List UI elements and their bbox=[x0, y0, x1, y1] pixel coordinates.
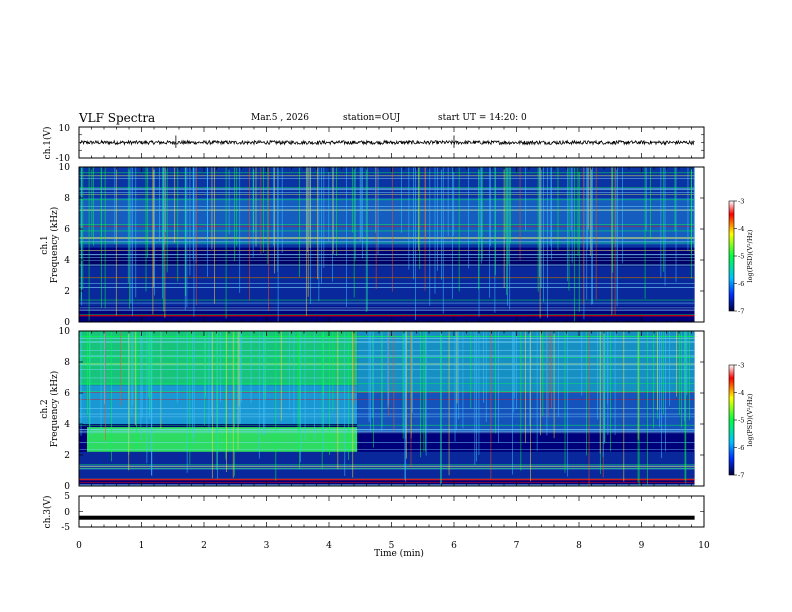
freq-tick-label: 6 bbox=[64, 225, 70, 235]
spec-band bbox=[79, 451, 695, 479]
ch1-colorbar-gradient bbox=[728, 200, 735, 312]
colorbar-tick-label: -3 bbox=[738, 362, 744, 370]
ch2-spectrogram-image bbox=[79, 331, 704, 487]
ch1-waveform-panel: 10 -10 ch.1(V) bbox=[42, 124, 705, 164]
time-tick-label: 6 bbox=[451, 541, 457, 551]
ch3-waveform-ticks bbox=[78, 495, 705, 528]
time-tick-label: 7 bbox=[514, 541, 520, 551]
spec-no-data bbox=[694, 167, 704, 322]
ch3-ytick-bottom: -5 bbox=[61, 523, 70, 533]
time-tick-label: 2 bbox=[201, 541, 207, 551]
time-tick-label: 3 bbox=[264, 541, 270, 551]
ch1-colorbar-label: log(PSD)(V²/Hz) bbox=[746, 229, 754, 282]
time-tick-label: 8 bbox=[576, 541, 582, 551]
colorbar-tick-label: -4 bbox=[738, 389, 744, 397]
ch2-colorbar-gradient bbox=[728, 364, 735, 476]
freq-tick-label: 8 bbox=[64, 358, 70, 368]
time-tick-label: 5 bbox=[389, 541, 395, 551]
colorbar-tick-label: -3 bbox=[738, 198, 744, 206]
freq-tick-label: 10 bbox=[59, 163, 71, 173]
spec-band bbox=[79, 331, 358, 386]
colorbar-tick-label: -7 bbox=[738, 472, 744, 480]
colorbar-tick-label: -6 bbox=[738, 444, 744, 452]
ch2-colorbar-ticks: -3 -4 -5 -6 -7 bbox=[734, 362, 744, 480]
ch1-spectrogram-xticks bbox=[78, 167, 705, 322]
ch2-colorbar: -3 -4 -5 -6 -7 log(PSD)(V²/Hz) bbox=[728, 362, 754, 480]
spec-band bbox=[79, 385, 358, 424]
ch2-colorbar-label: log(PSD)(V²/Hz) bbox=[746, 393, 754, 446]
ch1-ylabel: ch.1(V) bbox=[42, 127, 53, 160]
ch1-spectrogram-image bbox=[79, 167, 704, 322]
freq-tick-label: 6 bbox=[64, 389, 70, 399]
ch2-spectrogram-panel: 0 2 4 6 8 10 ch.2 Frequency (kHz) bbox=[40, 327, 705, 492]
ch1-waveform-trace bbox=[79, 139, 695, 146]
ch2-spec-label-line2: Frequency (kHz) bbox=[49, 371, 60, 448]
freq-tick-label: 0 bbox=[64, 482, 70, 492]
ch3-ylabel: ch.3(V) bbox=[42, 496, 53, 529]
time-tick-label: 4 bbox=[326, 541, 332, 551]
date-label: Mar.5 , 2026 bbox=[251, 113, 309, 123]
spec-band bbox=[357, 393, 695, 432]
ch3-waveform-panel: 5 0 -5 ch.3(V) bbox=[42, 492, 705, 533]
ch2-spectrogram-xticks bbox=[78, 331, 705, 486]
time-tick-label: 1 bbox=[139, 541, 145, 551]
colorbar-tick-label: -5 bbox=[738, 417, 744, 425]
ch3-waveform-trace bbox=[79, 515, 695, 520]
spec-band bbox=[357, 331, 695, 393]
time-tick-label: 10 bbox=[698, 541, 710, 551]
ch1-ytick-top: 10 bbox=[59, 124, 71, 134]
time-tick-label: 9 bbox=[639, 541, 645, 551]
chart-title: VLF Spectra bbox=[79, 111, 156, 125]
ch1-colorbar: -3 -4 -5 -6 -7 log(PSD)(V²/Hz) bbox=[728, 198, 754, 316]
colorbar-tick-label: -7 bbox=[738, 308, 744, 316]
time-axis-tick-labels: 0 1 2 3 4 5 6 7 8 9 10 bbox=[76, 541, 710, 551]
start-time-label: start UT = 14:20: 0 bbox=[438, 113, 527, 123]
freq-tick-label: 4 bbox=[64, 420, 70, 430]
colorbar-tick-label: -5 bbox=[738, 253, 744, 261]
colorbar-tick-label: -4 bbox=[738, 225, 744, 233]
station-label: station=OUJ bbox=[343, 113, 401, 123]
time-axis-label: Time (min) bbox=[374, 548, 424, 559]
ch1-spec-label-line2: Frequency (kHz) bbox=[49, 207, 60, 284]
ch1-waveform-ticks bbox=[78, 126, 705, 159]
ch1-spectrogram-panel: 0 2 4 6 8 10 ch.1 Frequency (kHz) bbox=[40, 163, 705, 328]
spec-no-data bbox=[694, 331, 704, 486]
freq-tick-label: 2 bbox=[64, 287, 70, 297]
ch2-spec-label-line1: ch.2 bbox=[40, 399, 50, 418]
ch1-ytick-bottom: -10 bbox=[56, 154, 71, 164]
ch1-spectrogram-yticks: 0 2 4 6 8 10 bbox=[59, 163, 704, 328]
freq-tick-label: 8 bbox=[64, 194, 70, 204]
freq-tick-label: 2 bbox=[64, 451, 70, 461]
spec-band bbox=[87, 427, 358, 452]
freq-tick-label: 4 bbox=[64, 256, 70, 266]
freq-tick-label: 10 bbox=[59, 327, 71, 337]
ch3-ytick-top: 5 bbox=[64, 492, 70, 502]
spec-band bbox=[79, 266, 695, 307]
spec-band bbox=[79, 253, 695, 267]
ch3-ytick-mid: 0 bbox=[64, 508, 70, 518]
ch1-colorbar-ticks: -3 -4 -5 -6 -7 bbox=[734, 198, 744, 316]
ch1-spec-label-line1: ch.1 bbox=[40, 235, 50, 254]
freq-tick-label: 0 bbox=[64, 318, 70, 328]
time-tick-label: 0 bbox=[76, 541, 82, 551]
colorbar-tick-label: -6 bbox=[738, 280, 744, 288]
ch2-spectrogram-yticks: 0 2 4 6 8 10 bbox=[59, 327, 704, 492]
